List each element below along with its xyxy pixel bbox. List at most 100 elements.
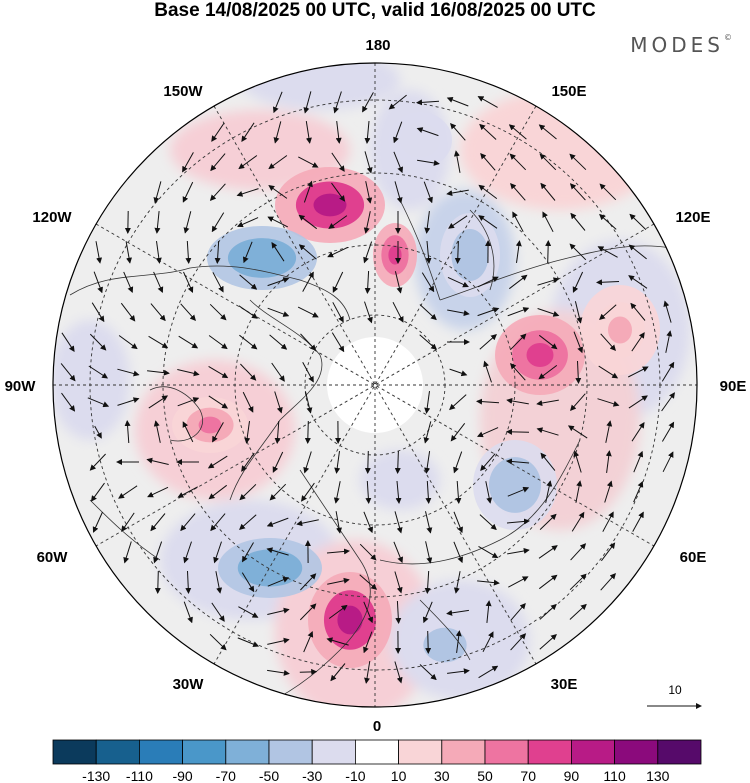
coastline bbox=[229, 299, 323, 501]
wind-arrow bbox=[150, 513, 166, 532]
wind-arrow bbox=[364, 120, 371, 144]
wind-arrow bbox=[208, 484, 228, 500]
lon-label-90w: 90W bbox=[5, 378, 37, 395]
wind-arrow bbox=[510, 602, 526, 621]
wind-arrow bbox=[365, 480, 372, 504]
wind-arrow bbox=[575, 480, 583, 503]
wind-arrow bbox=[454, 240, 461, 264]
anomaly-pos-l bbox=[580, 285, 660, 375]
wind-arrow bbox=[274, 391, 283, 414]
wind-arrow bbox=[299, 668, 318, 675]
wind-arrow bbox=[333, 481, 341, 504]
wind-arrow bbox=[394, 511, 403, 534]
wind-arrow bbox=[242, 391, 254, 413]
wind-arrow bbox=[455, 630, 462, 653]
wind-arrow bbox=[177, 397, 200, 407]
lon-label-60e: 60E bbox=[680, 549, 707, 566]
wind-arrow bbox=[424, 211, 431, 234]
wind-arrow bbox=[485, 600, 492, 623]
wind-arrow bbox=[515, 240, 522, 263]
wind-arrow bbox=[599, 304, 617, 320]
wind-arrow bbox=[477, 579, 500, 586]
wind-arrow bbox=[118, 485, 138, 499]
wind-arrow bbox=[423, 181, 433, 204]
wind-arrow bbox=[449, 394, 467, 411]
wind-arrow bbox=[630, 302, 646, 321]
wind-arrow bbox=[211, 122, 225, 142]
wind-arrow bbox=[633, 480, 644, 503]
wind-arrow bbox=[117, 397, 140, 406]
wind-arrow bbox=[482, 631, 494, 653]
wind-arrow bbox=[597, 398, 620, 407]
brand-logo: MODES© bbox=[630, 33, 732, 57]
wind-arrow bbox=[598, 365, 619, 379]
wind-arrow bbox=[479, 123, 497, 140]
wind-arrow bbox=[268, 155, 288, 170]
wind-arrow bbox=[238, 305, 258, 319]
coastline bbox=[439, 245, 681, 301]
wind-arrow bbox=[92, 511, 103, 533]
meridian bbox=[213, 105, 537, 665]
wind-arrow bbox=[239, 484, 257, 501]
wind-arrow bbox=[477, 276, 499, 288]
wind-arrow bbox=[155, 241, 162, 264]
anomaly-inner-contour bbox=[526, 343, 554, 367]
wind-arrow bbox=[61, 332, 75, 353]
wind-arrow bbox=[394, 271, 403, 294]
wind-arrow bbox=[183, 541, 192, 564]
wind-arrow bbox=[300, 333, 317, 351]
wind-arrow bbox=[627, 366, 649, 378]
wind-arrow bbox=[569, 573, 587, 591]
wind-arrow bbox=[272, 451, 284, 473]
lon-label-180: 180 bbox=[365, 37, 390, 54]
wind-arrow bbox=[483, 360, 492, 383]
wind-arrow bbox=[421, 272, 435, 293]
map-border bbox=[52, 62, 698, 708]
wind-arrow bbox=[536, 399, 559, 406]
wind-arrow bbox=[241, 542, 254, 563]
wind-arrow bbox=[239, 274, 258, 290]
wind-arrow bbox=[60, 363, 76, 382]
wind-arrow bbox=[661, 421, 675, 442]
wind-arrow bbox=[631, 332, 645, 352]
anomaly-inner-contour bbox=[198, 416, 222, 434]
wind-arrow bbox=[450, 422, 466, 442]
colorbar-label: -30 bbox=[302, 768, 322, 783]
wind-arrow bbox=[509, 153, 527, 171]
wind-arrow bbox=[363, 211, 371, 234]
wind-arrow bbox=[478, 184, 498, 200]
wind-arrow bbox=[150, 303, 166, 322]
wind-arrow bbox=[359, 543, 377, 561]
wind-arrow bbox=[239, 334, 258, 350]
wind-arrow bbox=[182, 181, 194, 203]
wind-arrow bbox=[455, 480, 462, 504]
wind-arrow bbox=[571, 511, 585, 532]
wind-arrow bbox=[148, 395, 169, 409]
wind-arrow bbox=[416, 99, 440, 106]
wind-arrow bbox=[392, 301, 404, 323]
wind-arrow bbox=[238, 155, 258, 170]
wind-arrow bbox=[632, 511, 644, 532]
wind-arrow bbox=[537, 277, 560, 286]
wind-arrow bbox=[153, 181, 162, 204]
lon-label-0: 0 bbox=[373, 718, 381, 735]
wind-arrow bbox=[605, 420, 613, 443]
lon-label-90e: 90E bbox=[720, 378, 747, 395]
wind-arrow bbox=[296, 519, 319, 527]
lon-label-120e: 120E bbox=[675, 209, 710, 226]
wind-arrow bbox=[210, 153, 226, 172]
anomaly-inner-contour bbox=[502, 471, 528, 499]
wind-arrow bbox=[211, 212, 225, 233]
meridian bbox=[95, 223, 655, 547]
lon-label-120w: 120W bbox=[32, 209, 72, 226]
wind-arrow bbox=[211, 602, 225, 622]
wind-arrow bbox=[506, 518, 530, 525]
colorbar-swatch bbox=[354, 739, 399, 765]
wind-arrow bbox=[297, 306, 319, 318]
wind-arrow bbox=[298, 214, 318, 230]
colorbar-swatch bbox=[138, 739, 183, 765]
wind-reference-label: 10 bbox=[668, 683, 682, 697]
brand-text: MODES bbox=[630, 33, 724, 57]
colorbar-swatch bbox=[441, 739, 486, 765]
wind-arrow bbox=[298, 156, 319, 168]
